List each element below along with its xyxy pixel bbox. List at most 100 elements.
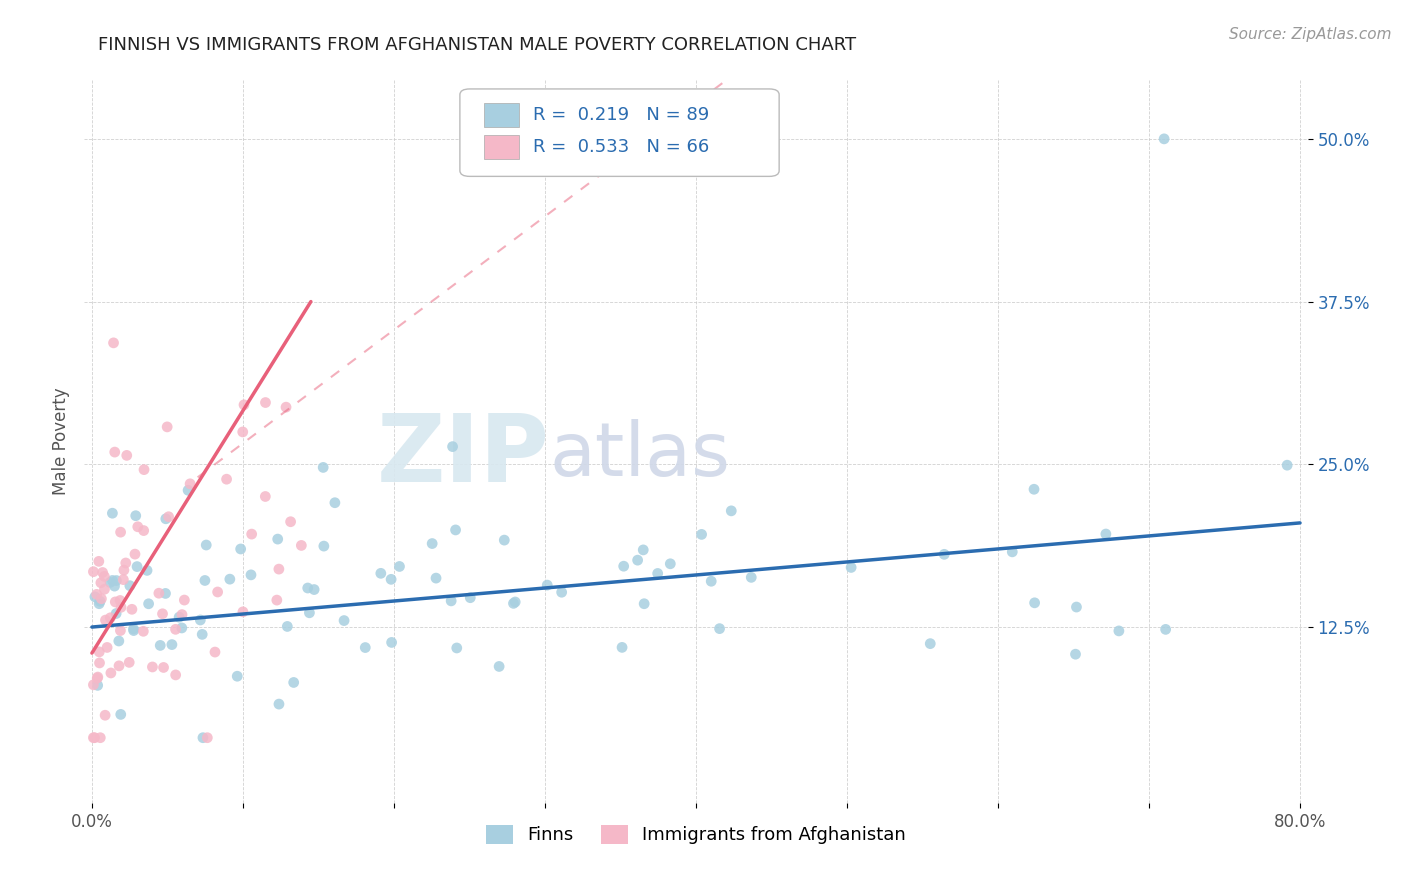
Point (90, 575, 112, 590)
Point (215, 472, 238, 486)
Point (165, 668, 187, 682)
Point (110, 525, 132, 540)
Point (488, 659, 510, 673)
Point (173, 593, 195, 607)
Point (444, 523, 467, 537)
Point (138, 597, 160, 611)
Point (90, 591, 112, 606)
Point (354, 640, 377, 655)
Text: Source: ZipAtlas.com: Source: ZipAtlas.com (1229, 27, 1392, 42)
Point (110, 624, 132, 638)
Point (388, 559, 411, 574)
Point (536, 578, 558, 592)
Point (1095, 527, 1118, 541)
Point (93, 582, 115, 597)
Point (191, 731, 214, 745)
Point (100, 665, 122, 680)
Point (503, 595, 526, 609)
Point (323, 496, 346, 510)
Point (82, 731, 104, 745)
Point (425, 571, 447, 585)
Legend: Finns, Immigrants from Afghanistan: Finns, Immigrants from Afghanistan (478, 818, 914, 852)
Point (104, 445, 127, 459)
Point (232, 425, 254, 439)
Point (494, 533, 516, 548)
Point (740, 570, 762, 584)
Point (86, 587, 108, 601)
Point (240, 527, 263, 541)
Point (91, 566, 114, 580)
Point (1001, 545, 1024, 559)
Point (312, 539, 335, 553)
Point (94, 613, 117, 627)
Point (108, 634, 131, 648)
Point (103, 335, 125, 350)
Point (87, 670, 110, 684)
Point (148, 586, 170, 600)
Point (127, 520, 149, 534)
Point (89, 645, 111, 659)
Point (94, 708, 117, 723)
Point (115, 449, 138, 463)
Point (290, 538, 312, 552)
Point (149, 639, 172, 653)
Point (156, 420, 179, 434)
Point (631, 542, 654, 557)
Text: atlas: atlas (550, 419, 730, 492)
Point (177, 483, 200, 498)
Point (370, 566, 392, 581)
Point (103, 579, 125, 593)
Point (226, 669, 249, 683)
Point (267, 532, 290, 546)
Point (934, 547, 956, 561)
Point (152, 607, 174, 621)
Point (141, 660, 163, 674)
Point (191, 627, 214, 641)
Point (380, 572, 402, 586)
Text: R =  0.219   N = 89: R = 0.219 N = 89 (533, 106, 710, 124)
Point (167, 610, 190, 624)
Point (920, 637, 942, 651)
Point (96, 640, 118, 655)
Point (441, 440, 464, 454)
Point (502, 596, 524, 610)
Point (108, 593, 131, 607)
Point (627, 553, 650, 567)
Point (1064, 647, 1087, 661)
Point (700, 574, 723, 589)
Point (280, 515, 302, 529)
Point (101, 506, 124, 520)
Point (98, 611, 121, 625)
Point (276, 619, 298, 633)
Point (108, 658, 131, 673)
Point (333, 614, 356, 628)
Point (188, 613, 211, 627)
Point (112, 563, 135, 577)
Point (89, 656, 111, 670)
Point (381, 635, 404, 649)
Point (122, 624, 145, 638)
Point (194, 574, 217, 588)
Point (420, 536, 443, 550)
Point (229, 541, 252, 556)
Point (132, 524, 155, 538)
Point (254, 490, 277, 504)
Point (83, 731, 105, 745)
Point (633, 597, 655, 611)
Point (195, 731, 218, 745)
Point (1275, 458, 1298, 473)
Point (839, 560, 862, 574)
Point (440, 594, 463, 608)
Point (1154, 623, 1177, 637)
Point (613, 559, 636, 574)
Point (274, 400, 297, 414)
FancyBboxPatch shape (460, 89, 779, 177)
Point (157, 509, 180, 524)
Point (232, 605, 254, 619)
Point (204, 645, 226, 659)
Point (267, 697, 290, 711)
Point (124, 547, 146, 561)
Point (89, 731, 111, 745)
Y-axis label: Male Poverty: Male Poverty (52, 388, 70, 495)
Point (1022, 483, 1045, 497)
